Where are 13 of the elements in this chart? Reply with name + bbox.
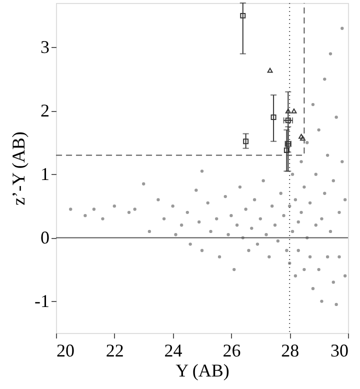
x-tick-label: 30 — [330, 340, 348, 360]
x-axis-title: Y (AB) — [176, 360, 230, 380]
x-tick-label: 20 — [56, 340, 74, 360]
y-tick-label: 1 — [40, 164, 50, 184]
x-tick-label: 24 — [164, 340, 182, 360]
y-axis-title: z’-Y (AB) — [8, 132, 29, 206]
x-tick-label: 22 — [106, 340, 124, 360]
y-tick-label: -1 — [34, 290, 50, 311]
y-tick-label: 3 — [40, 36, 50, 57]
x-tick-label: 26 — [222, 340, 241, 360]
x-tick-label: 28 — [281, 340, 300, 360]
y-tick-label: 2 — [40, 100, 50, 120]
y-tick-label: 0 — [40, 227, 50, 248]
